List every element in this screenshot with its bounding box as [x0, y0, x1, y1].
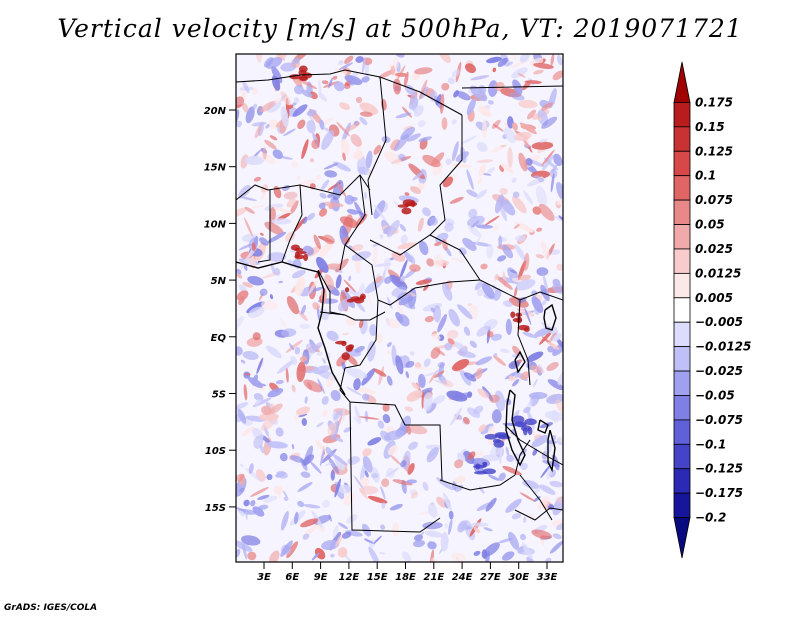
border-line	[519, 474, 553, 521]
border-line	[514, 507, 563, 521]
border-line	[344, 299, 379, 369]
border-line	[339, 174, 366, 271]
lon-label: 3E	[257, 572, 271, 583]
border-line	[281, 184, 303, 263]
lat-label: 5N	[211, 276, 227, 287]
border-line	[461, 85, 563, 89]
lon-label: 6E	[285, 572, 299, 583]
colorbar-swatch	[673, 175, 691, 201]
border-line	[439, 439, 531, 491]
lon-label: 30E	[508, 572, 529, 583]
lake-outline	[505, 389, 526, 467]
lat-label: EQ	[211, 333, 227, 344]
lon-label: 33E	[537, 572, 558, 583]
lake-outline	[543, 303, 557, 331]
border-line	[317, 269, 346, 316]
colorbar-swatch	[673, 272, 691, 299]
coastline	[236, 261, 346, 396]
colorbar-label: 0.05	[695, 218, 725, 232]
colorbar-label: 0.025	[695, 242, 733, 256]
colorbar-label: −0.2	[695, 511, 726, 525]
lon-label: 21E	[423, 572, 444, 583]
colorbar-label: −0.005	[695, 315, 743, 329]
colorbar-swatch	[673, 468, 691, 494]
border-line	[349, 401, 441, 533]
lake-outline	[537, 419, 549, 434]
lon-label: 15E	[367, 572, 388, 583]
border-line	[339, 367, 443, 481]
colorbar-label: 0.075	[695, 193, 733, 207]
colorbar-swatch	[673, 492, 691, 518]
border-line	[369, 234, 501, 291]
colorbar-swatch	[673, 346, 691, 372]
lake-outline	[514, 350, 526, 374]
colorbar-swatch	[673, 199, 691, 225]
border-line	[499, 289, 563, 301]
longitude-axis: 3E 6E 9E 12E 15E 18E 21E 24E 27E 30E 33E	[257, 562, 558, 583]
border-line	[257, 190, 271, 263]
colorbar-label: 0.0125	[695, 266, 741, 280]
map-frame	[235, 53, 564, 563]
colorbar-label: 0.175	[695, 95, 733, 109]
lon-label: 18E	[395, 572, 416, 583]
lat-label: 5S	[212, 390, 226, 401]
colorbar-arrow-top	[673, 61, 691, 103]
colorbar-label: 0.125	[695, 144, 733, 158]
colorbar-label: −0.05	[695, 388, 735, 402]
colorbar-swatch	[673, 443, 691, 470]
colorbar-label: −0.1	[695, 437, 726, 451]
colorbar: 0.175 0.15 0.125 0.1 0.075 0.05 0.025 0.0125 0.0…	[673, 61, 751, 559]
colorbar-label: −0.075	[695, 413, 743, 427]
lon-label: 12E	[339, 572, 360, 583]
colorbar-label: 0.005	[695, 291, 733, 305]
lat-label: 10S	[205, 446, 226, 457]
colorbar-swatch	[673, 395, 691, 421]
country-borders	[236, 69, 563, 533]
colorbar-label: −0.0125	[695, 340, 751, 354]
velocity-field	[236, 54, 563, 562]
colorbar-arrow-bottom	[673, 517, 691, 559]
colorbar-label: −0.125	[695, 462, 743, 476]
grads-credit: GrADS: IGES/COLA	[4, 603, 98, 613]
colorbar-swatch	[673, 126, 691, 152]
chart-title: Vertical velocity [m/s] at 500hPa, VT: 2…	[57, 14, 743, 43]
latitude-axis: 20N 15N 10N 5N EQ 5S 10S 15S	[204, 106, 236, 514]
lon-label: 27E	[480, 572, 501, 583]
coastlines	[236, 261, 557, 473]
colorbar-swatch	[673, 224, 691, 250]
colorbar-swatch	[673, 297, 691, 323]
colorbar-swatch	[673, 248, 691, 274]
lat-label: 10N	[204, 219, 227, 230]
lake-outline	[547, 429, 556, 473]
lat-label: 15N	[204, 163, 227, 174]
colorbar-swatch	[673, 150, 691, 177]
colorbar-label: 0.1	[695, 169, 716, 183]
colorbar-swatch	[673, 370, 691, 396]
colorbar-label: −0.025	[695, 364, 743, 378]
border-line	[236, 69, 463, 116]
border-line	[367, 76, 387, 216]
border-line	[517, 299, 531, 386]
border-line	[429, 115, 463, 236]
colorbar-swatch	[673, 419, 691, 445]
border-line	[319, 311, 386, 321]
colorbar-label: 0.15	[695, 120, 725, 134]
lon-label: 9E	[314, 572, 328, 583]
lat-label: 15S	[205, 503, 226, 514]
lat-label: 20N	[204, 106, 227, 117]
colorbar-swatch	[673, 102, 691, 128]
lon-label: 24E	[452, 572, 473, 583]
colorbar-label: −0.175	[695, 486, 743, 500]
colorbar-swatch	[673, 321, 691, 348]
border-line	[344, 244, 481, 306]
